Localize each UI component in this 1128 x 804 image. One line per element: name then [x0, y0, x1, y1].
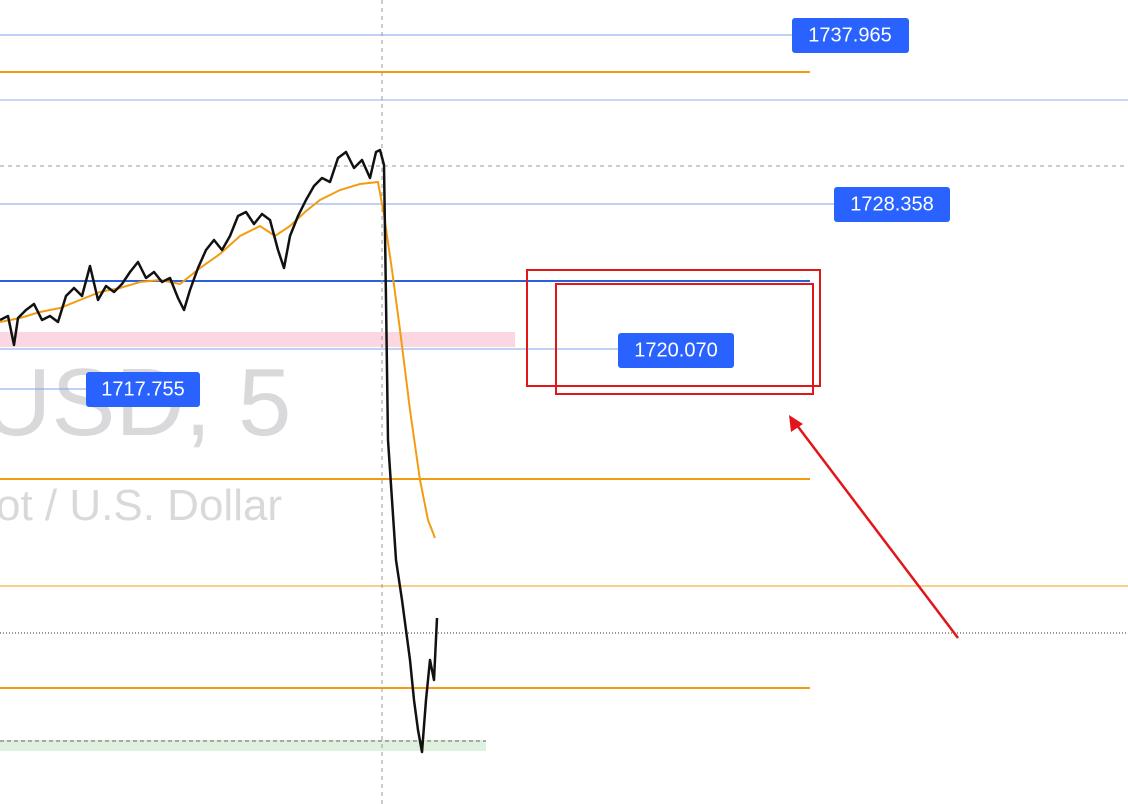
- zone-pink: [0, 332, 515, 347]
- arrow-shaft: [795, 423, 959, 639]
- zone-green: [0, 740, 486, 751]
- watermark-description: ot / U.S. Dollar: [0, 481, 282, 530]
- price-label-box: [834, 187, 950, 222]
- price-label-box: [618, 333, 734, 368]
- price-label-box: [86, 372, 200, 407]
- highlight-box: [526, 269, 821, 387]
- arrow-head: [789, 415, 803, 432]
- price-candles: [0, 148, 439, 754]
- price-label: 1728.358: [850, 193, 933, 215]
- price-label: 1737.965: [808, 24, 891, 46]
- price-label-box: [792, 18, 909, 53]
- moving-average: [0, 180, 436, 539]
- price-label: 1717.755: [101, 378, 184, 400]
- price-label: 1720.070: [634, 339, 717, 361]
- highlight-box: [555, 283, 814, 395]
